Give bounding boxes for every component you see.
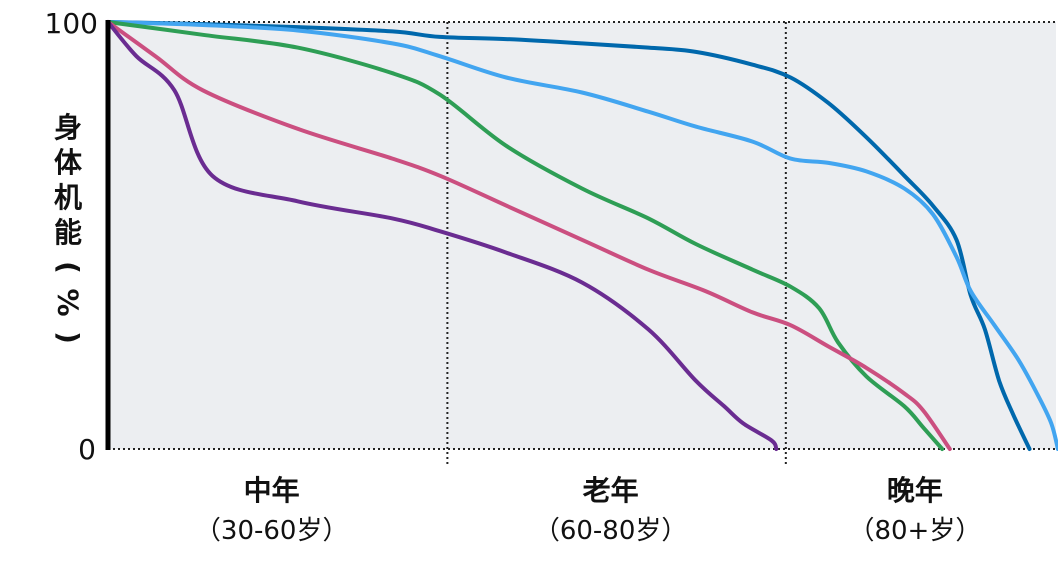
series-line-4: [106, 20, 952, 451]
stage-label: 老年: [583, 474, 639, 507]
stage-label: 晚年: [887, 474, 943, 507]
series-line-2: [106, 20, 1058, 451]
stage-label: 中年: [244, 474, 300, 507]
stage-age-range: （60-80岁）: [534, 516, 688, 546]
stage-age-range: （30-60岁）: [195, 516, 349, 546]
stage-age-range: （80+岁）: [848, 516, 981, 546]
plot-background: [108, 22, 1056, 449]
ytick-label-max: 100: [45, 7, 98, 40]
y-axis-label: 身体机能(%): [51, 111, 85, 344]
stage-labels: 中年 （30-60岁） 老年 （60-80岁） 晚年 （80+岁）: [195, 474, 981, 546]
series-lines: [106, 20, 1058, 451]
series-line-1: [106, 20, 1032, 451]
ytick-label-min: 0: [78, 433, 96, 466]
series-line-3: [106, 20, 945, 451]
grid-lines: [108, 21, 1056, 465]
series-line-5: [106, 20, 779, 451]
